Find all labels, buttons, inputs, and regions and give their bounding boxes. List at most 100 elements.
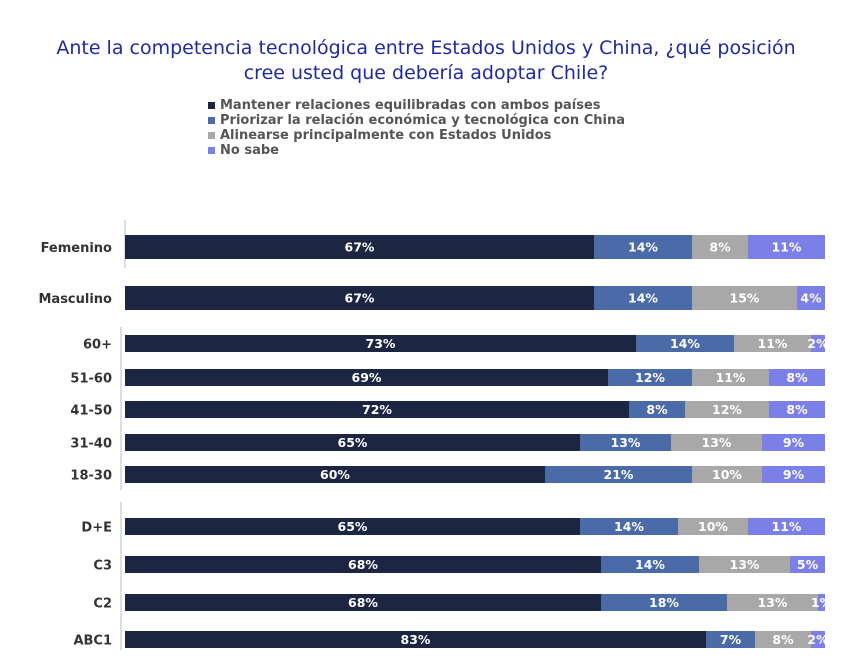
bar-segment	[769, 401, 825, 418]
data-label: 13%	[730, 557, 760, 572]
data-label: 14%	[628, 291, 658, 306]
category-label: Femenino	[41, 241, 112, 256]
category-label: 41-50	[70, 404, 112, 419]
data-label: 8%	[709, 240, 731, 255]
legend-item: Alinearse principalmente con Estados Uni…	[208, 128, 625, 143]
bar-segment	[797, 286, 825, 310]
data-label: 68%	[348, 557, 378, 572]
bar-segment	[678, 518, 748, 535]
data-label: 65%	[338, 519, 368, 534]
bar-segment	[769, 369, 825, 386]
category-label: D+E	[81, 521, 112, 536]
data-label: 5%	[797, 557, 819, 572]
bar-segment	[601, 594, 727, 611]
bar-segment	[629, 401, 685, 418]
bar-segment	[811, 335, 825, 352]
data-label: 13%	[758, 595, 788, 610]
bar-segment	[706, 631, 755, 648]
chart-title-line-2: cree usted que debería adoptar Chile?	[243, 62, 609, 84]
data-label: 67%	[345, 291, 375, 306]
bar-segment	[727, 594, 818, 611]
data-label: 13%	[702, 435, 732, 450]
bar-segment	[125, 401, 629, 418]
data-label: 1%	[811, 595, 833, 610]
data-label: 60%	[320, 467, 350, 482]
data-label: 15%	[730, 291, 760, 306]
category-label: C2	[93, 597, 112, 612]
bar-segment	[125, 594, 601, 611]
bar-segment	[594, 286, 692, 310]
bar-segment	[818, 594, 825, 611]
legend-item: Priorizar la relación económica y tecnol…	[208, 113, 625, 128]
category-label: 31-40	[70, 437, 112, 452]
data-label: 8%	[646, 402, 668, 417]
category-label: 60+	[83, 338, 112, 353]
data-label: 68%	[348, 595, 378, 610]
data-label: 73%	[366, 336, 396, 351]
data-label: 67%	[345, 240, 375, 255]
data-label: 8%	[786, 370, 808, 385]
legend-label: Priorizar la relación económica y tecnol…	[220, 113, 625, 128]
bar-segment	[125, 369, 608, 386]
chart-title: Ante la competencia tecnológica entre Es…	[0, 36, 852, 86]
data-label: 14%	[635, 557, 665, 572]
bar-segment	[545, 466, 692, 483]
bar-segment	[685, 401, 769, 418]
data-label: 14%	[628, 240, 658, 255]
data-label: 10%	[712, 467, 742, 482]
data-label: 2%	[807, 632, 829, 647]
category-label: 51-60	[70, 372, 112, 387]
bar-segment	[762, 466, 825, 483]
legend-swatch	[208, 117, 215, 124]
data-label: 69%	[352, 370, 382, 385]
data-label: 12%	[712, 402, 742, 417]
legend-swatch	[208, 132, 215, 139]
data-label: 14%	[614, 519, 644, 534]
data-label: 8%	[786, 402, 808, 417]
bar-segment	[692, 466, 762, 483]
bar-segment	[580, 518, 678, 535]
legend-label: Mantener relaciones equilibradas con amb…	[220, 98, 601, 113]
bar-segment	[748, 235, 825, 259]
data-label: 18%	[649, 595, 679, 610]
bar-segment	[594, 235, 692, 259]
data-label: 11%	[758, 336, 788, 351]
data-label: 4%	[800, 291, 822, 306]
data-label: 11%	[716, 370, 746, 385]
bar-segment	[580, 434, 671, 451]
category-label: C3	[93, 559, 112, 574]
data-label: 65%	[338, 435, 368, 450]
bar-segment	[762, 434, 825, 451]
bar-segment	[125, 556, 601, 573]
chart-title-line-1: Ante la competencia tecnológica entre Es…	[56, 37, 796, 59]
legend: Mantener relaciones equilibradas con amb…	[208, 98, 625, 158]
bar-segment	[125, 286, 594, 310]
legend-item: Mantener relaciones equilibradas con amb…	[208, 98, 625, 113]
bar-segment	[755, 631, 811, 648]
bar-segment	[699, 556, 790, 573]
data-label: 9%	[783, 435, 805, 450]
bar-segment	[125, 434, 580, 451]
data-label: 11%	[772, 519, 802, 534]
data-label: 10%	[698, 519, 728, 534]
bar-segment	[636, 335, 734, 352]
legend-swatch	[208, 102, 215, 109]
bar-segment	[811, 631, 825, 648]
bar-segment	[692, 369, 769, 386]
category-label: 18-30	[70, 469, 112, 484]
bar-segment	[125, 518, 580, 535]
legend-label: Alinearse principalmente con Estados Uni…	[220, 128, 552, 143]
bar-segment	[125, 631, 706, 648]
bar-segment	[601, 556, 699, 573]
bar-segment	[748, 518, 825, 535]
data-label: 11%	[772, 240, 802, 255]
bar-segment	[125, 335, 636, 352]
data-label: 12%	[635, 370, 665, 385]
data-label: 21%	[604, 467, 634, 482]
bar-segment	[125, 466, 545, 483]
data-label: 14%	[670, 336, 700, 351]
data-label: 13%	[611, 435, 641, 450]
bar-segment	[790, 556, 825, 573]
bar-segment	[734, 335, 811, 352]
legend-label: No sabe	[220, 143, 279, 158]
